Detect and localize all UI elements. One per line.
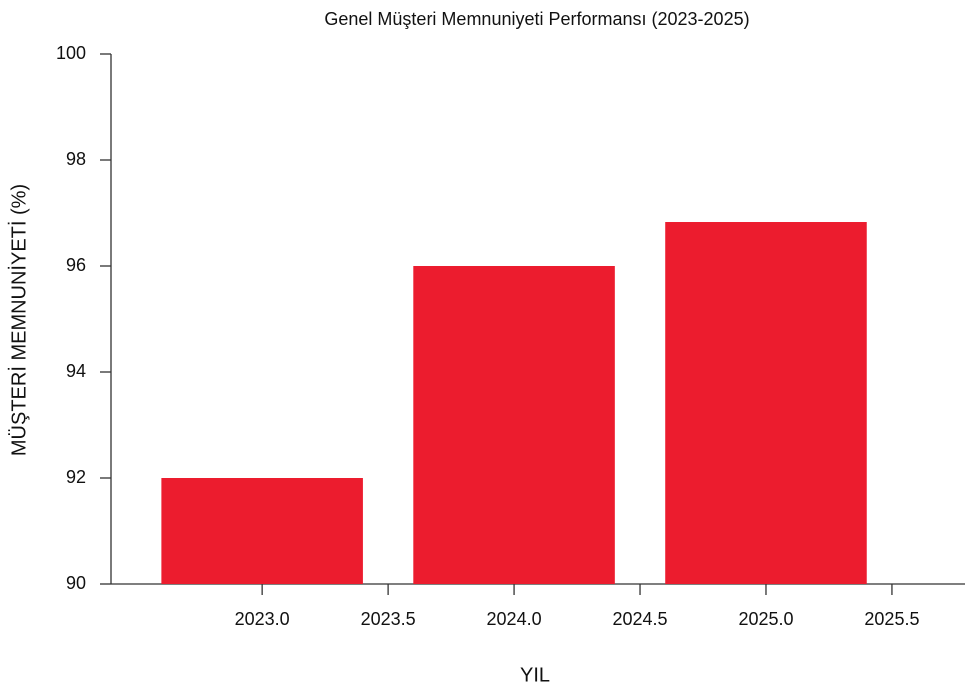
bar: [161, 478, 363, 584]
x-tick-label: 2025.5: [864, 609, 919, 629]
y-tick-label: 90: [66, 573, 86, 593]
y-tick-label: 94: [66, 361, 86, 381]
x-tick-label: 2023.5: [361, 609, 416, 629]
y-tick-label: 98: [66, 149, 86, 169]
bar: [413, 266, 615, 584]
x-axis-label: YIL: [520, 664, 550, 686]
y-tick-label: 96: [66, 255, 86, 275]
chart-title: Genel Müşteri Memnuniyeti Performansı (2…: [324, 9, 749, 29]
y-tick-label: 100: [56, 43, 86, 63]
y-axis-label: MÜŞTERİ MEMNUNİYETİ (%): [7, 184, 30, 456]
x-tick-label: 2025.0: [738, 609, 793, 629]
y-tick-label: 92: [66, 467, 86, 487]
x-tick-label: 2023.0: [235, 609, 290, 629]
x-tick-label: 2024.5: [612, 609, 667, 629]
x-tick-label: 2024.0: [487, 609, 542, 629]
bar: [665, 222, 867, 584]
